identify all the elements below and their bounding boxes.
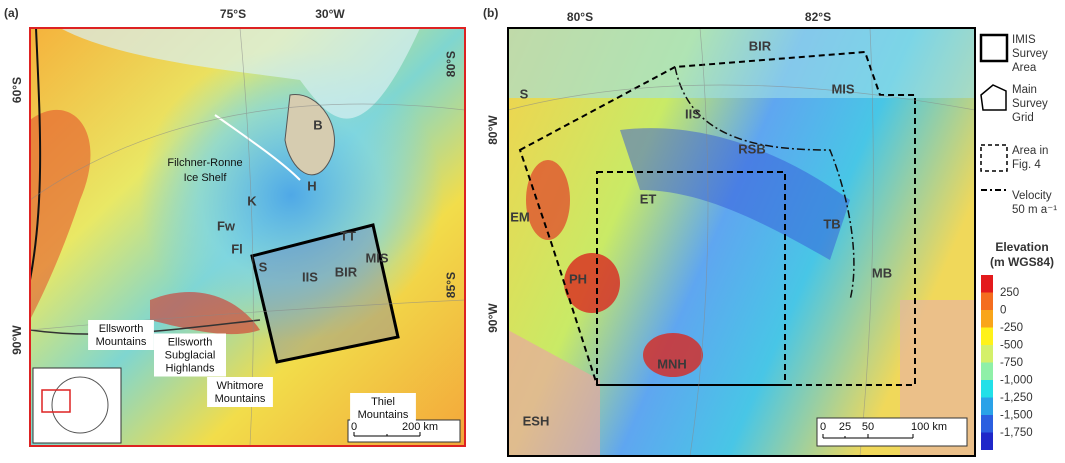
colorbar-swatch <box>981 327 993 345</box>
feature-label: TT <box>340 228 356 243</box>
callout-label: Subglacial <box>165 349 216 361</box>
feature-label: MIS <box>365 250 388 265</box>
graticule-label: 80°W <box>486 115 500 145</box>
colorbar-label: -1,500 <box>1000 409 1033 421</box>
scale-label: 200 km <box>402 421 438 433</box>
callout-label: Highlands <box>166 362 215 374</box>
feature-label: ESH <box>523 413 550 428</box>
legend-label: IMIS <box>1012 34 1036 46</box>
scale-label: 25 <box>839 421 851 433</box>
callout-label: Mountains <box>96 336 147 348</box>
panel-label: (a) <box>4 6 19 20</box>
graticule-label: 75°S <box>220 7 246 21</box>
legend-label: Survey <box>1012 98 1048 110</box>
map-b <box>508 28 975 456</box>
graticule-label: 80°S <box>444 51 458 77</box>
graticule-label: 82°S <box>805 10 831 24</box>
callout-box <box>88 320 154 350</box>
ice-shelf-label: Ice Shelf <box>184 172 228 184</box>
map-a <box>30 28 465 446</box>
legend-label: Grid <box>1012 112 1034 124</box>
colorbar-label: -1,750 <box>1000 427 1033 439</box>
colorbar-swatch <box>981 380 993 398</box>
graticule-label: 90°W <box>10 325 24 355</box>
colorbar-label: 0 <box>1000 304 1006 316</box>
survey-grid <box>252 225 398 362</box>
colorbar-label: 250 <box>1000 287 1019 299</box>
feature-label: K <box>247 193 257 208</box>
feature-label: EM <box>510 209 530 224</box>
scale-label: 0 <box>820 421 826 433</box>
graticule-label: 85°S <box>444 272 458 298</box>
colorbar-swatch <box>981 345 993 363</box>
graticule-label: 90°W <box>486 303 500 333</box>
legend-title: Elevation <box>995 240 1048 254</box>
colorbar-swatch <box>981 275 993 293</box>
feature-label: IIS <box>685 106 701 121</box>
graticule-label: 60°S <box>10 77 24 103</box>
callout-label: Mountains <box>215 393 266 405</box>
colorbar-swatch <box>981 397 993 415</box>
feature-label: IIS <box>302 269 318 284</box>
legend-label: Area in <box>1012 145 1048 157</box>
legend-label: Fig. 4 <box>1012 159 1041 171</box>
scale-label: 50 <box>862 421 874 433</box>
panel-label: (b) <box>483 6 498 20</box>
feature-label: Fw <box>217 218 236 233</box>
colorbar-label: -750 <box>1000 357 1023 369</box>
feature-label: S <box>259 259 268 274</box>
graticule-label: 30°W <box>315 7 345 21</box>
colorbar-label: -250 <box>1000 322 1023 334</box>
inset <box>32 367 122 444</box>
feature-label: RSB <box>738 141 765 156</box>
legend-label: Area <box>1012 62 1037 74</box>
colorbar-label: -1,250 <box>1000 392 1033 404</box>
survey-area <box>250 223 400 364</box>
feature-label: PH <box>569 271 587 286</box>
callout-label: Mountains <box>358 409 409 421</box>
legend-label: Survey <box>1012 48 1048 60</box>
colorbar-label: -500 <box>1000 339 1023 351</box>
callout-label: Thiel <box>371 396 395 408</box>
legend-label: Velocity <box>1012 190 1052 202</box>
legend-label: 50 m a⁻¹ <box>1012 204 1057 216</box>
callout-label: Ellsworth <box>168 336 213 348</box>
graticule-label: 80°S <box>567 10 593 24</box>
scale-label: 0 <box>351 421 357 433</box>
colorbar-swatch <box>981 415 993 433</box>
legend-symbols <box>979 33 1009 191</box>
callout-box <box>207 377 273 407</box>
callout-label: Ellsworth <box>99 323 144 335</box>
colorbar-swatch <box>981 362 993 380</box>
feature-label: Fl <box>231 241 243 256</box>
legend-label: Main <box>1012 84 1037 96</box>
scale-label: 100 km <box>911 421 947 433</box>
colorbar-swatch <box>981 310 993 328</box>
colorbar-swatch <box>981 292 993 310</box>
callout-label: Whitmore <box>216 380 263 392</box>
callout-box <box>350 393 416 423</box>
scale-b <box>816 417 968 447</box>
feature-label: B <box>313 117 322 132</box>
feature-label: ET <box>640 191 657 206</box>
colorbar-label: -1,000 <box>1000 374 1033 386</box>
feature-label: MB <box>872 265 892 280</box>
feature-label: S <box>520 86 529 101</box>
feature-label: MNH <box>657 356 687 371</box>
feature-label: BIR <box>749 38 772 53</box>
ice-shelf-label: Filchner-Ronne <box>167 157 242 169</box>
feature-label: MIS <box>831 81 854 96</box>
colorbar-swatch <box>981 432 993 450</box>
legend-title: (m WGS84) <box>990 255 1054 269</box>
feature-label: BIR <box>335 264 358 279</box>
callout-box <box>154 333 226 377</box>
feature-label: H <box>307 178 316 193</box>
feature-label: TB <box>823 216 840 231</box>
